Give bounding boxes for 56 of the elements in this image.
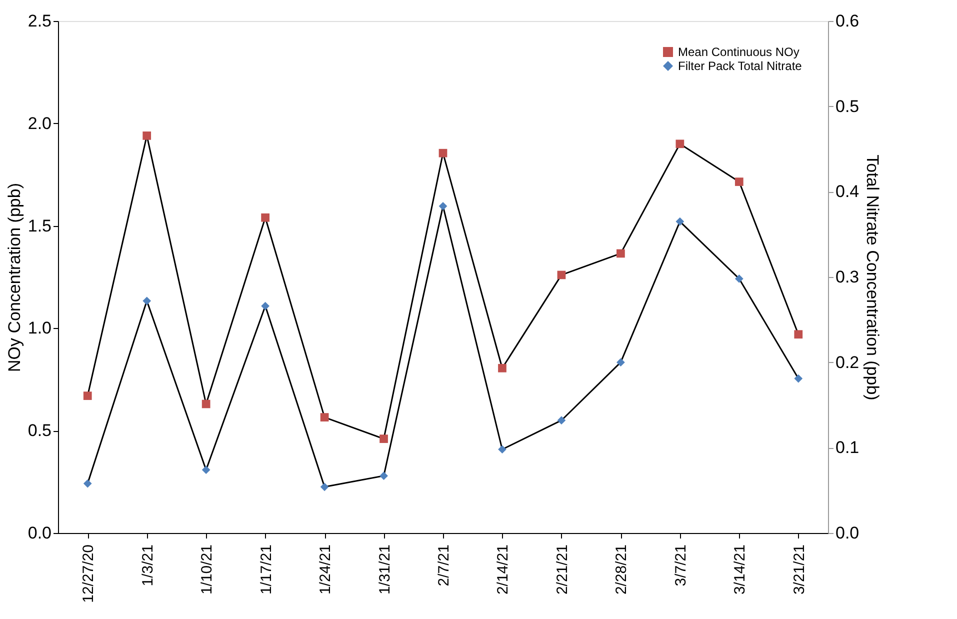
y2-tick-label: 0.5: [836, 96, 860, 116]
y-axis-title: NOy Concentration (ppb): [4, 183, 24, 372]
x-tick-label: 1/3/21: [139, 544, 156, 586]
x-tick-label: 2/14/21: [494, 544, 512, 595]
x-tick-label: 3/7/21: [672, 544, 690, 586]
point: [320, 413, 329, 422]
point: [83, 479, 92, 488]
y2-axis-title: Total Nitrate Concentration (ppb): [863, 154, 882, 400]
y-tick-label: 2.5: [28, 12, 52, 30]
point: [557, 416, 566, 425]
y-tick-label: 1.5: [28, 216, 52, 236]
point: [794, 374, 803, 383]
point: [498, 445, 506, 454]
x-tick-label: 2/28/21: [613, 544, 630, 595]
legend-label: Filter Pack Total Nitrate: [678, 59, 802, 73]
y2-tick-label: 0.4: [836, 182, 860, 202]
x-tick-label: 1/24/21: [317, 544, 334, 595]
point: [734, 274, 744, 283]
x-tick-label: 2/21/21: [554, 544, 571, 595]
point: [83, 392, 92, 400]
x-tick-label: 1/31/21: [376, 544, 394, 595]
point: [380, 434, 388, 443]
x-tick-label: 1/10/21: [198, 544, 216, 595]
x-tick-label: 3/14/21: [732, 544, 749, 595]
x-tick-label: 1/17/21: [258, 544, 275, 595]
x-tick-label: 12/27/20: [80, 544, 98, 603]
point: [676, 217, 684, 226]
y-tick-label: 0.0: [28, 524, 52, 542]
point: [794, 330, 803, 339]
point: [498, 364, 506, 372]
point: [557, 270, 566, 280]
y2-tick-label: 0.2: [836, 352, 860, 372]
y2-tick-label: 0.0: [836, 524, 860, 542]
y2-tick-label: 0.3: [836, 268, 860, 286]
point: [202, 466, 210, 474]
point: [616, 358, 625, 367]
x-tick-label: 3/21/21: [790, 544, 808, 595]
point: [438, 202, 448, 210]
point: [616, 249, 625, 258]
point: [676, 140, 684, 148]
point: [380, 472, 388, 480]
point: [261, 213, 270, 222]
y2-tick-label: 0.6: [836, 12, 860, 30]
point: [320, 482, 329, 492]
point: [734, 178, 744, 186]
x-tick-label: 2/7/21: [436, 544, 452, 586]
y-tick-label: 0.5: [28, 421, 52, 440]
point: [261, 302, 270, 310]
y-tick-label: 2.0: [28, 114, 52, 133]
y2-tick-label: 0.1: [836, 438, 860, 458]
point: [142, 296, 152, 306]
y-tick-label: 1.0: [28, 318, 52, 338]
point: [142, 132, 152, 140]
point: [202, 400, 210, 408]
point: [438, 148, 448, 158]
legend-label: Mean Continuous NOy: [678, 45, 800, 59]
